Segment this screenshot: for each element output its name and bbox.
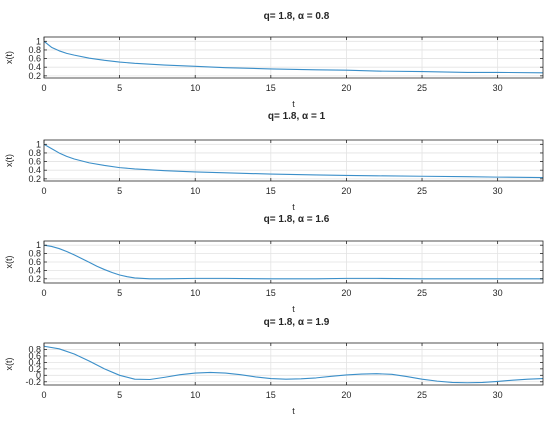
x-tick-label: 5 [117, 288, 122, 298]
x-axis-label: t [292, 99, 295, 109]
x-tick-label: 15 [266, 186, 276, 196]
x-tick-label: 10 [190, 390, 200, 400]
chart-title: q= 1.8, α = 0.8 [264, 11, 330, 22]
chart-panel-2: 0 5 10 15 20 25 30 0.20.40.60.81 q= 1.8, α = 1 t x… [4, 111, 544, 212]
x-tick-label: 20 [341, 390, 351, 400]
axes-box [43, 342, 544, 386]
y-tick-label: 0.6 [28, 54, 41, 64]
data-line [43, 244, 543, 280]
x-tick-label: 25 [417, 288, 427, 298]
y-tick-label: 0.6 [28, 257, 41, 267]
y-tick-label: 0.2 [28, 71, 41, 81]
y-tick-label: 0.4 [28, 357, 41, 367]
y-axis-label: x(t) [4, 358, 14, 371]
plot-area [44, 343, 543, 385]
x-tick-label: 0 [41, 390, 46, 400]
y-tick-label: 1 [36, 240, 41, 250]
y-tick-label: 1 [36, 139, 41, 149]
axes-box [43, 36, 544, 79]
y-tick-label: 0.8 [28, 344, 41, 354]
y-tick-label: 0.6 [28, 157, 41, 167]
x-tick-label: 20 [341, 186, 351, 196]
y-axis-label: x(t) [4, 51, 14, 64]
axes-box [43, 139, 544, 182]
y-tick-label: 0.4 [28, 265, 41, 275]
x-tick-label: 30 [493, 186, 503, 196]
y-tick-label: 0.2 [28, 364, 41, 374]
y-tick-label: 0.4 [28, 62, 41, 72]
x-tick-label: 15 [266, 83, 276, 93]
x-tick-label: 25 [417, 186, 427, 196]
x-tick-label: 25 [417, 390, 427, 400]
x-tick-label: 0 [41, 83, 46, 93]
x-tick-label: 15 [266, 288, 276, 298]
x-axis-label: t [292, 406, 295, 416]
y-tick-label: -0.2 [25, 377, 41, 387]
x-tick-label: 5 [117, 83, 122, 93]
y-axis-label: x(t) [4, 256, 14, 269]
data-line [43, 345, 544, 384]
x-axis-label: t [292, 304, 295, 314]
x-tick-label: 25 [417, 83, 427, 93]
x-tick-label: 30 [493, 390, 503, 400]
x-tick-label: 10 [190, 288, 200, 298]
chart-title: q= 1.8, α = 1.6 [264, 214, 330, 225]
x-tick-label: 10 [190, 83, 200, 93]
x-tick-label: 10 [190, 186, 200, 196]
x-tick-label: 15 [266, 390, 276, 400]
y-tick-label: 0.8 [28, 249, 41, 259]
x-axis-label: t [292, 202, 295, 212]
y-tick-label: 0.2 [28, 174, 41, 184]
x-tick-label: 30 [493, 288, 503, 298]
y-tick-label: 0.8 [28, 148, 41, 158]
y-tick-label: 0 [36, 370, 41, 380]
data-line [43, 40, 544, 74]
x-tick-label: 20 [341, 83, 351, 93]
chart-panel-1: 0 5 10 15 20 25 30 0.20.40.60.81 q= 1.8, α = 0.8… [4, 11, 544, 109]
plot-area [44, 37, 543, 78]
chart-panel-4: 0 5 10 15 20 25 30-0.200.20.40.60.8q= 1.8, α =… [4, 317, 544, 416]
chart-title: q= 1.8, α = 1 [268, 111, 326, 122]
x-tick-label: 30 [493, 83, 503, 93]
y-tick-label: 1 [36, 36, 41, 46]
data-line [43, 143, 544, 179]
y-tick-label: 0.4 [28, 165, 41, 175]
x-tick-label: 5 [117, 186, 122, 196]
x-tick-label: 0 [41, 186, 46, 196]
x-tick-label: 0 [41, 288, 46, 298]
y-tick-label: 0.2 [28, 274, 41, 284]
y-tick-label: 0.8 [28, 45, 41, 55]
y-tick-label: 0.6 [28, 351, 41, 361]
y-axis-label: x(t) [4, 154, 14, 167]
chart-title: q= 1.8, α = 1.9 [264, 317, 330, 328]
x-tick-label: 20 [341, 288, 351, 298]
chart-panel-3: 0 5 10 15 20 25 30 0.20.40.60.81 q= 1.8, α = 1.6… [4, 214, 544, 314]
x-tick-label: 5 [117, 390, 122, 400]
